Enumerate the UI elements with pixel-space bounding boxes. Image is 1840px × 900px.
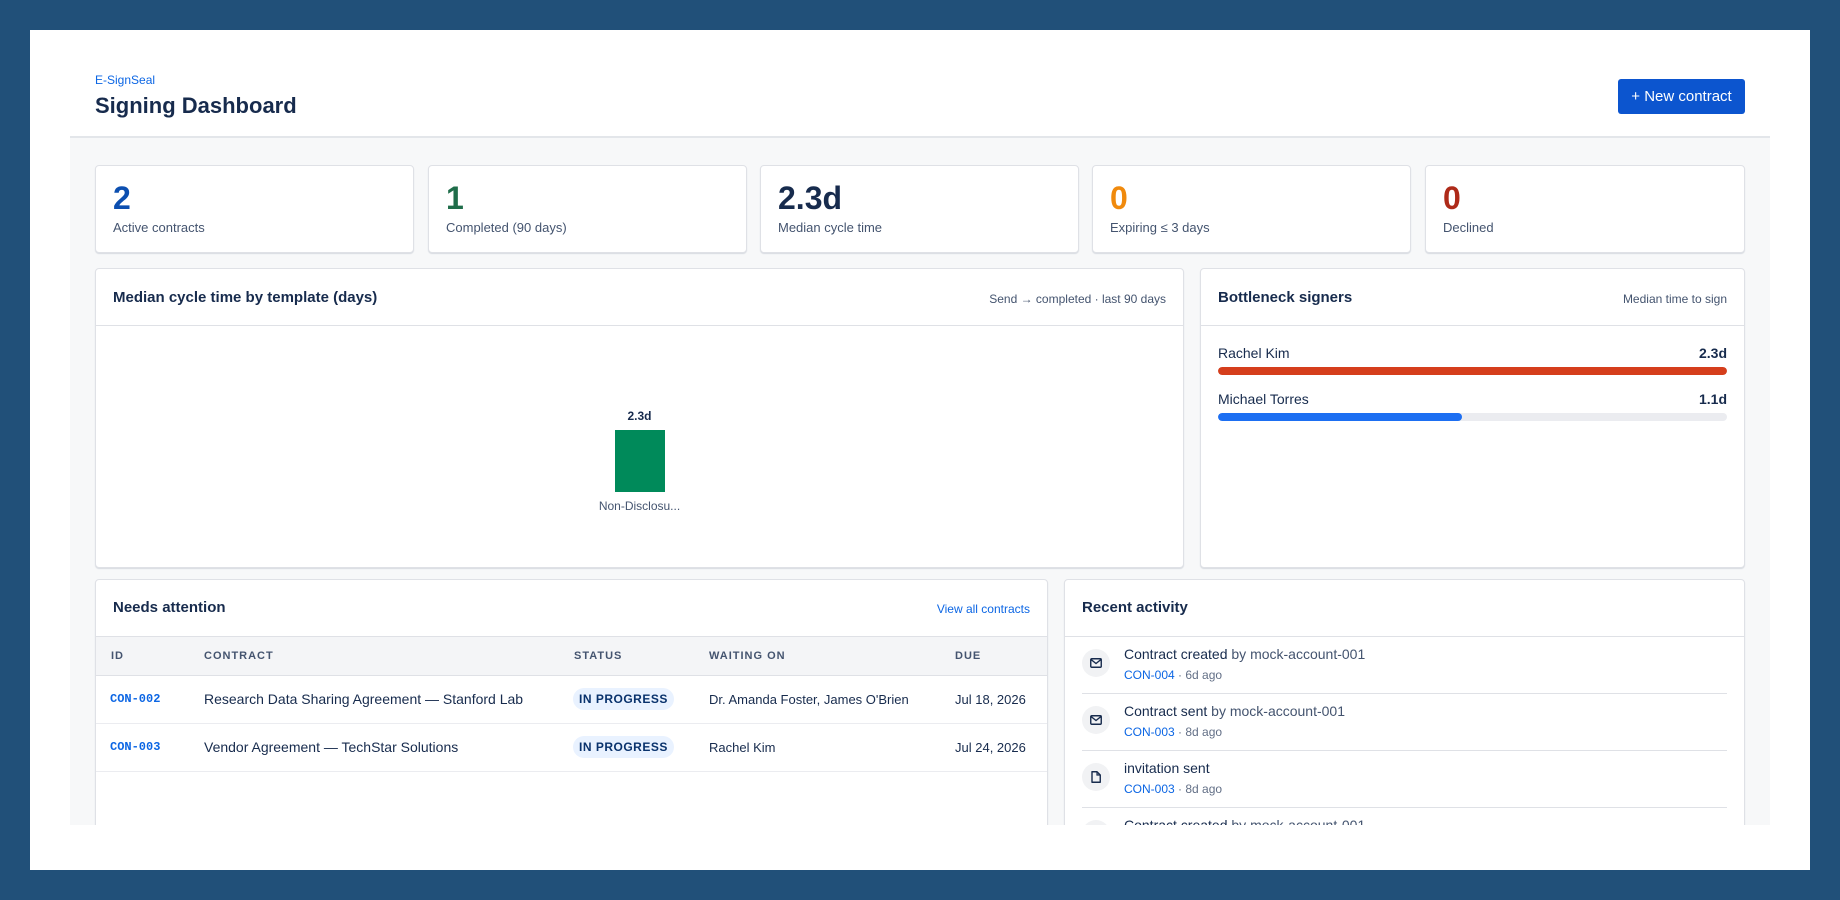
activity-item: Contract sent by mock-account-001 CON-00… (1082, 694, 1727, 751)
column-header-contract[interactable]: CONTRACT (204, 650, 274, 662)
activity-actor: by mock-account-001 (1231, 646, 1366, 662)
needs-attention-panel: Needs attention View all contracts ID CO… (95, 579, 1048, 825)
stat-value: 2.3d (778, 180, 843, 216)
activity-action: invitation sent (1124, 760, 1210, 776)
cycle-time-chart: 2.3d Non-Disclosu... (96, 326, 1183, 566)
table-header: ID CONTRACT STATUS WAITING ON DUE (96, 636, 1047, 676)
chart-category-label: Non-Disclosu... (598, 499, 681, 513)
stat-card-expiring: 0 Expiring ≤ 3 days (1092, 165, 1411, 253)
activity-action: Contract created (1124, 817, 1228, 825)
app-window: E-SignSeal Signing Dashboard + New contr… (30, 30, 1810, 870)
activity-text: invitation sent (1124, 760, 1210, 776)
activity-item: Contract created by mock-account-001 (1082, 808, 1727, 825)
cycle-time-panel: Median cycle time by template (days) Sen… (95, 268, 1184, 568)
panel-title: Recent activity (1082, 599, 1188, 616)
dashboard-page: E-SignSeal Signing Dashboard + New contr… (70, 30, 1770, 825)
stat-card-active: 2 Active contracts (95, 165, 414, 253)
contract-link[interactable]: CON-004 (1124, 668, 1175, 682)
panel-title: Median cycle time by template (days) (113, 289, 378, 306)
page-title: Signing Dashboard (95, 93, 297, 118)
column-header-due[interactable]: DUE (955, 650, 982, 662)
contract-name: Vendor Agreement — TechStar Solutions (204, 739, 459, 755)
signer-bar-fill (1218, 413, 1463, 421)
status-badge: IN PROGRESS (573, 688, 674, 710)
stat-label: Expiring ≤ 3 days (1110, 220, 1210, 235)
stat-value: 1 (446, 180, 464, 216)
signer-value: 1.1d (1698, 391, 1727, 407)
column-header-id[interactable]: ID (111, 650, 124, 662)
bottleneck-panel: Bottleneck signers Median time to sign R… (1200, 268, 1745, 568)
contract-id-link[interactable]: CON-003 (110, 740, 161, 754)
stat-label: Median cycle time (778, 220, 883, 235)
recent-activity-panel: Recent activity Contract created by mock… (1064, 579, 1745, 825)
divider (96, 325, 1183, 326)
new-contract-button[interactable]: + New contract (1618, 79, 1745, 114)
stat-value: 2 (113, 180, 131, 216)
column-header-waiting-on[interactable]: WAITING ON (709, 650, 786, 662)
signer-bar-track (1218, 367, 1727, 375)
stat-label: Active contracts (113, 220, 205, 235)
due-date: Jul 18, 2026 (955, 692, 1026, 707)
activity-actor: by mock-account-001 (1231, 817, 1366, 825)
activity-action: Contract sent (1124, 703, 1208, 719)
signer-name: Rachel Kim (1218, 345, 1290, 361)
document-icon (1082, 763, 1110, 791)
stat-card-median-cycle: 2.3d Median cycle time (760, 165, 1079, 253)
chart-bar (614, 430, 665, 492)
activity-time: · 8d ago (1178, 725, 1223, 739)
contract-name: Research Data Sharing Agreement — Stanfo… (204, 691, 524, 707)
activity-actor: by mock-account-001 (1211, 703, 1345, 719)
panel-subtitle: Median time to sign (1622, 292, 1727, 306)
panel-subtitle: Send → completed · last 90 days (989, 292, 1166, 306)
divider (1201, 325, 1744, 326)
activity-item: Contract created by mock-account-001 CON… (1082, 637, 1727, 694)
status-badge: IN PROGRESS (573, 736, 674, 758)
waiting-on: Dr. Amanda Foster, James O'Brien (709, 692, 909, 707)
signer-bar-track (1218, 413, 1727, 421)
activity-meta: CON-003 · 8d ago (1124, 782, 1222, 796)
signer-name: Michael Torres (1218, 391, 1309, 407)
waiting-on: Rachel Kim (709, 740, 776, 755)
contract-id-link[interactable]: CON-002 (110, 692, 161, 706)
mail-icon (1082, 706, 1110, 734)
stat-card-completed: 1 Completed (90 days) (428, 165, 747, 253)
activity-meta: CON-003 · 8d ago (1124, 725, 1222, 739)
table-row[interactable]: CON-003 Vendor Agreement — TechStar Solu… (96, 724, 1047, 772)
activity-text: Contract sent by mock-account-001 (1124, 703, 1345, 719)
column-header-status[interactable]: STATUS (574, 650, 623, 662)
panel-title: Needs attention (113, 599, 226, 616)
stat-card-declined: 0 Declined (1425, 165, 1745, 253)
mail-icon (1082, 649, 1110, 677)
view-all-contracts-link[interactable]: View all contracts (936, 602, 1030, 616)
activity-action: Contract created (1124, 646, 1228, 662)
activity-meta: CON-004 · 6d ago (1124, 668, 1222, 682)
app-name[interactable]: E-SignSeal (95, 73, 156, 87)
contract-link[interactable]: CON-003 (1124, 725, 1175, 739)
activity-text: Contract created by mock-account-001 (1124, 817, 1365, 825)
contract-link[interactable]: CON-003 (1124, 782, 1175, 796)
stat-value: 0 (1443, 180, 1461, 216)
mail-icon (1082, 820, 1110, 825)
activity-text: Contract created by mock-account-001 (1124, 646, 1365, 662)
activity-time: · 6d ago (1178, 668, 1223, 682)
activity-time: · 8d ago (1178, 782, 1223, 796)
page-header: E-SignSeal Signing Dashboard + New contr… (70, 30, 1770, 138)
stat-label: Completed (90 days) (446, 220, 567, 235)
chart-data-label: 2.3d (627, 409, 652, 423)
stat-value: 0 (1110, 180, 1128, 216)
signer-value: 2.3d (1698, 345, 1727, 361)
activity-item: invitation sent CON-003 · 8d ago (1082, 751, 1727, 808)
due-date: Jul 24, 2026 (955, 740, 1026, 755)
divider (1065, 636, 1744, 637)
signer-bar-fill (1218, 367, 1727, 375)
table-row[interactable]: CON-002 Research Data Sharing Agreement … (96, 676, 1047, 724)
panel-title: Bottleneck signers (1218, 289, 1353, 306)
stat-label: Declined (1443, 220, 1494, 235)
